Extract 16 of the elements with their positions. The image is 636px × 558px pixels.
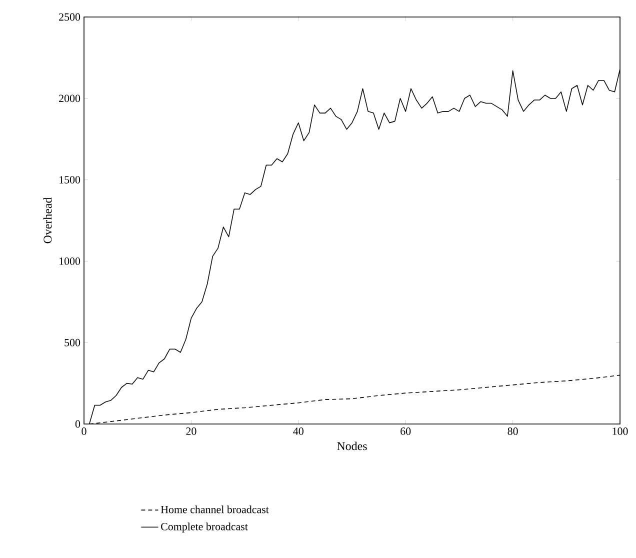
y-tick-label: 2500 bbox=[59, 13, 80, 21]
y-tick-label: 1000 bbox=[60, 258, 80, 265]
legend-label: Complete broadcast bbox=[161, 522, 248, 533]
x-tick-label: 0 bbox=[82, 428, 86, 435]
y-tick-label: 0 bbox=[75, 420, 80, 428]
y-tick-label: 500 bbox=[64, 338, 80, 346]
x-tick-label: 60 bbox=[400, 428, 411, 435]
x-axis-title: Nodes bbox=[337, 442, 367, 450]
y-axis-title: Overhead bbox=[43, 197, 52, 244]
x-tick-label: 100 bbox=[612, 428, 628, 435]
x-tick-label: 40 bbox=[293, 428, 304, 435]
x-tick-label: 80 bbox=[508, 428, 518, 435]
y-tick-label: 1500 bbox=[60, 176, 80, 184]
y-tick-label: 2000 bbox=[59, 94, 80, 102]
x-tick-label: 20 bbox=[186, 428, 196, 435]
legend-label: Home channel broadcast bbox=[160, 506, 269, 514]
